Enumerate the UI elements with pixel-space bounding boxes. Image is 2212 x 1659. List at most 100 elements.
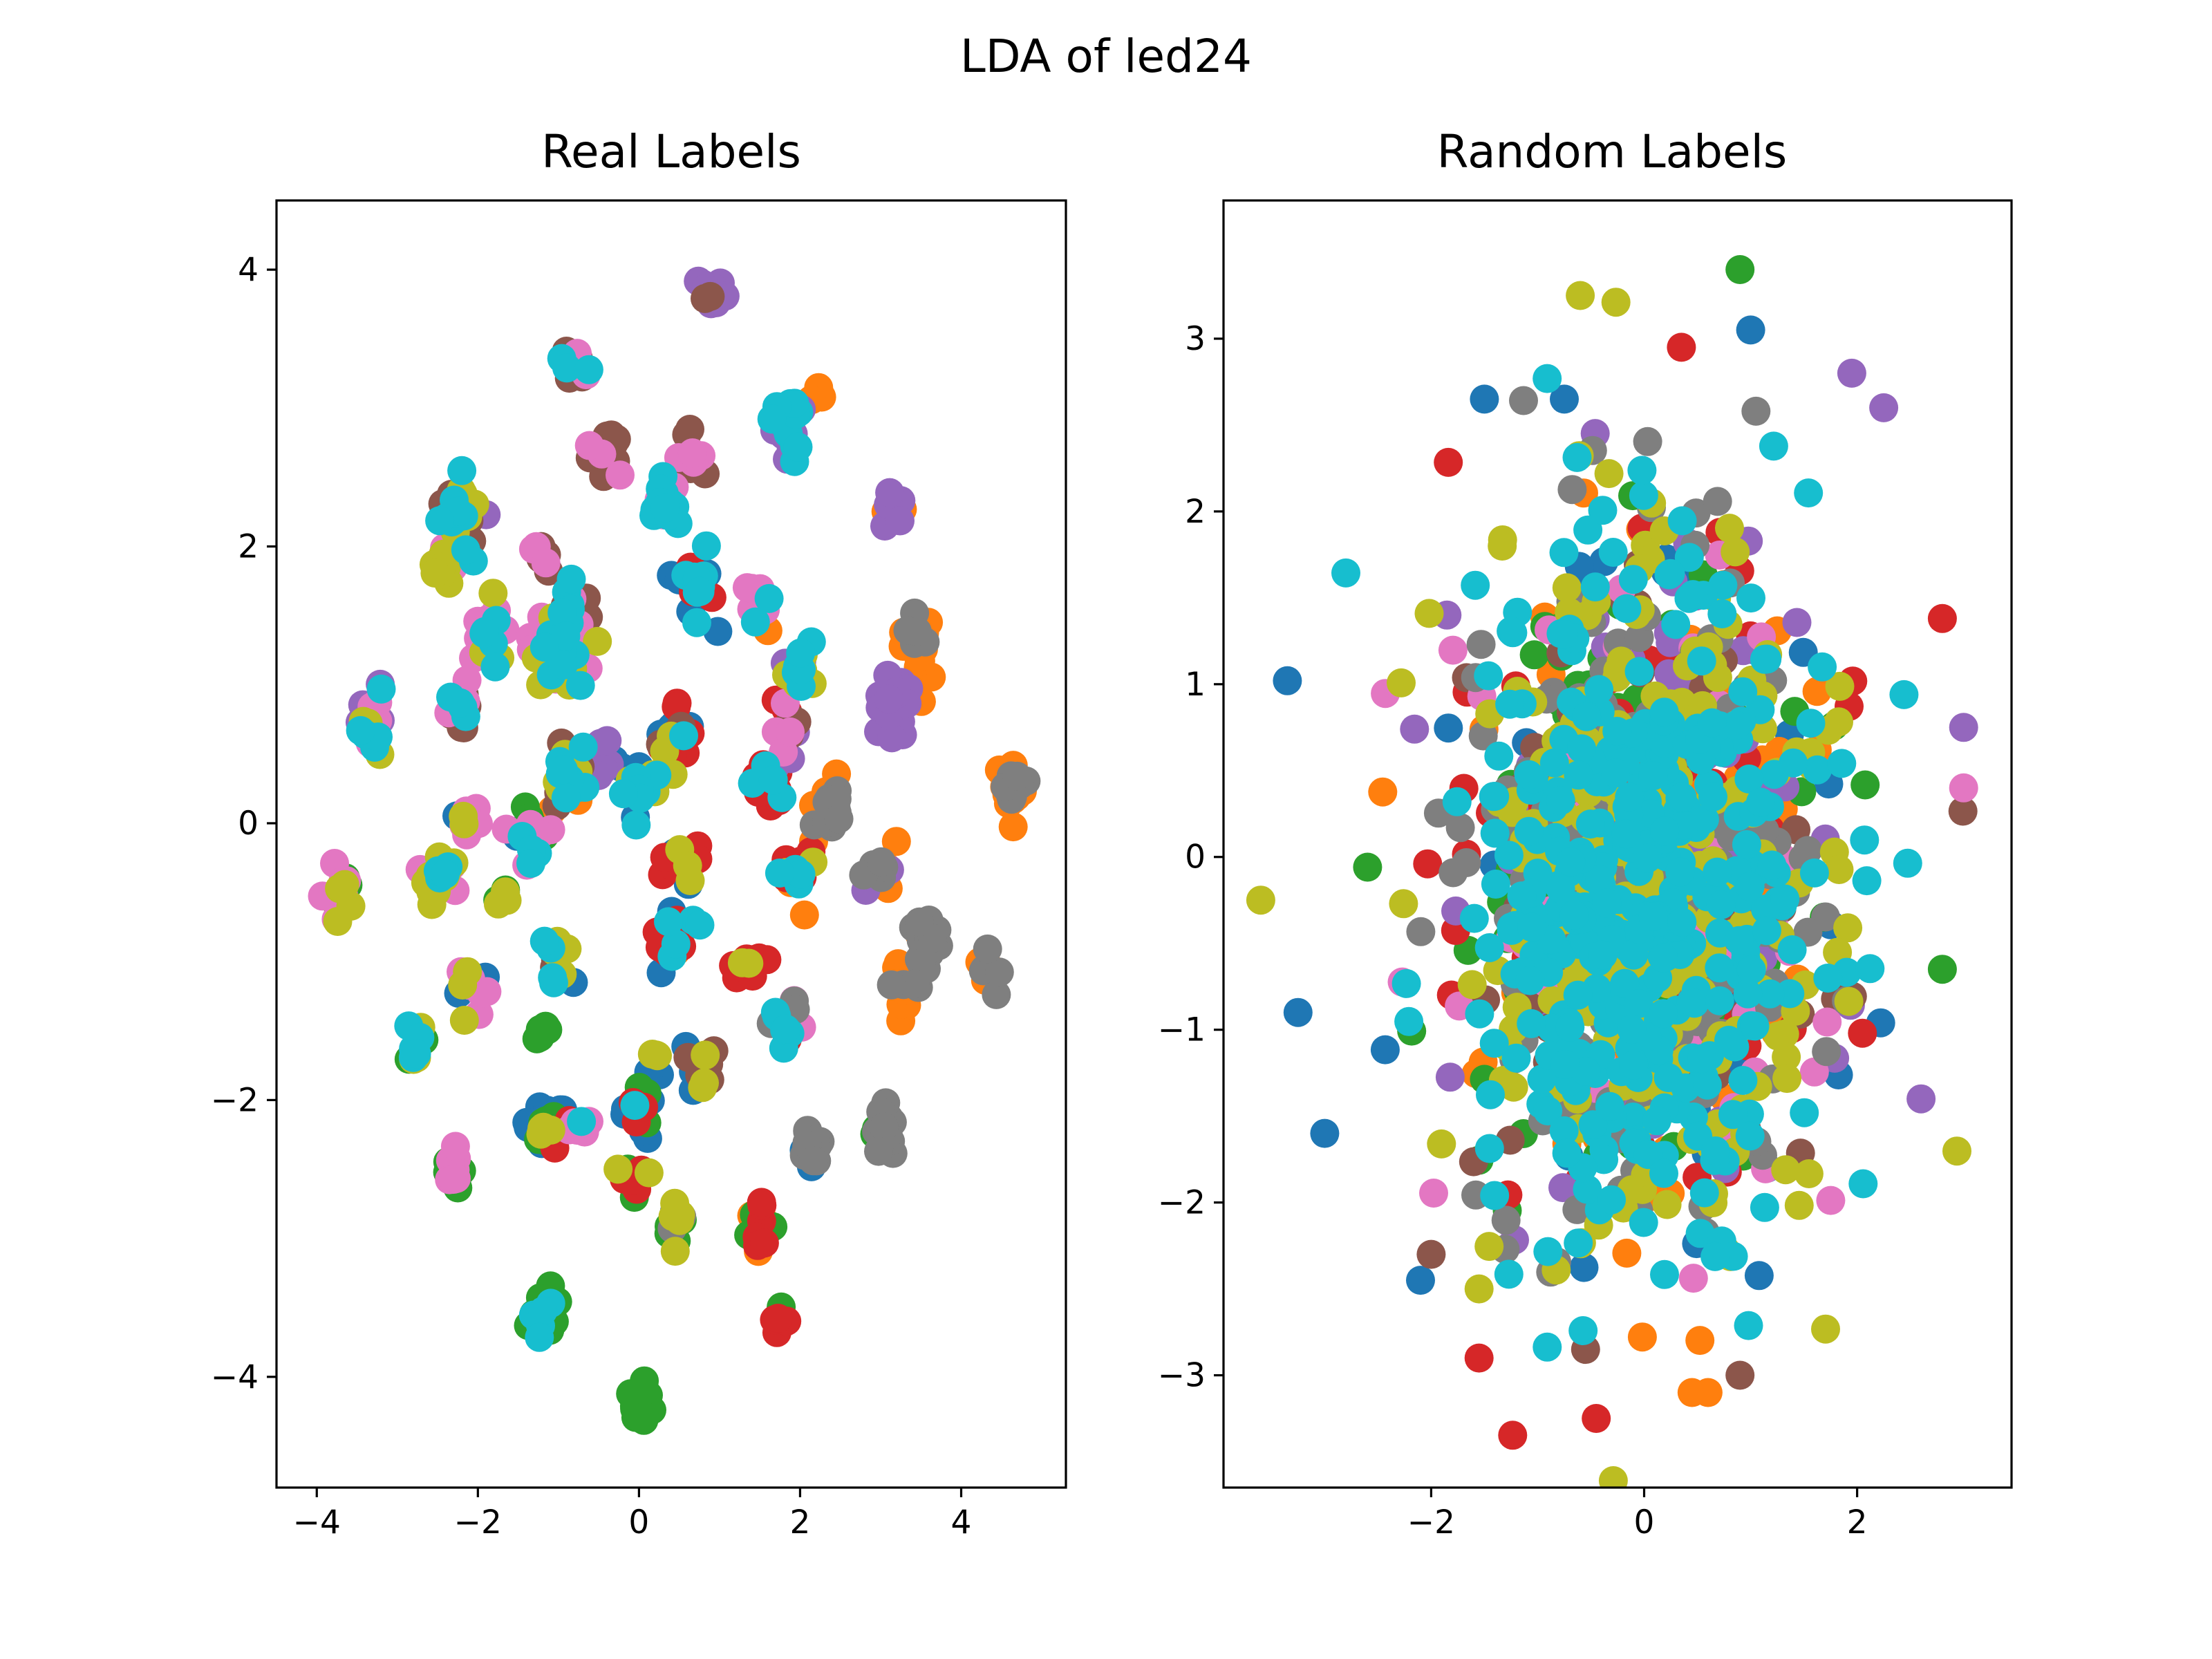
y-tick-label: 1 bbox=[1185, 666, 1206, 704]
scatter-point-class-8 bbox=[603, 1154, 633, 1184]
x-tick-label: 4 bbox=[951, 1503, 972, 1541]
scatter-point-class-9 bbox=[1484, 741, 1514, 771]
scatter-point-class-9 bbox=[1680, 988, 1709, 1018]
scatter-point-class-9 bbox=[1533, 1332, 1562, 1362]
scatter-point-class-9 bbox=[1474, 1134, 1504, 1163]
scatter-point-class-9 bbox=[1698, 782, 1727, 812]
scatter-point-class-4 bbox=[1400, 714, 1430, 744]
scatter-point-class-9 bbox=[1564, 760, 1593, 790]
scatter-point-class-8 bbox=[637, 1040, 667, 1069]
scatter-point-class-3 bbox=[1667, 332, 1696, 362]
scatter-point-class-7 bbox=[877, 970, 906, 1000]
scatter-point-class-9 bbox=[621, 810, 651, 840]
scatter-point-class-9 bbox=[682, 608, 711, 637]
scatter-point-class-8 bbox=[673, 851, 702, 881]
scatter-point-class-9 bbox=[1549, 619, 1578, 649]
scatter-point-class-9 bbox=[480, 652, 510, 682]
scatter-point-class-7 bbox=[1633, 427, 1662, 456]
scatter-point-class-9 bbox=[1495, 689, 1525, 719]
scatter-point-class-9 bbox=[685, 910, 715, 940]
scatter-point-class-8 bbox=[1464, 1274, 1494, 1304]
scatter-point-class-8 bbox=[1598, 1466, 1628, 1488]
scatter-point-class-9 bbox=[1629, 1208, 1658, 1237]
scatter-point-class-2 bbox=[1725, 255, 1755, 284]
scatter-point-class-9 bbox=[1796, 709, 1826, 738]
scatter-point-class-4 bbox=[1906, 1084, 1936, 1114]
scatter-point-class-9 bbox=[1674, 543, 1704, 572]
scatter-point-class-7 bbox=[869, 1112, 899, 1142]
scatter-point-class-8 bbox=[1772, 1042, 1801, 1072]
scatter-point-class-4 bbox=[1435, 1062, 1465, 1092]
scatter-point-class-9 bbox=[1700, 1241, 1730, 1271]
scatter-point-class-9 bbox=[1618, 565, 1648, 594]
scatter-point-class-8 bbox=[1784, 1190, 1814, 1220]
scatter-point-class-9 bbox=[1474, 933, 1504, 962]
scatter-point-class-9 bbox=[1617, 1015, 1647, 1044]
subplot-title-real-labels: Real Labels bbox=[541, 125, 801, 178]
axes-frame-real-labels bbox=[275, 199, 1067, 1489]
scatter-point-class-8 bbox=[449, 809, 479, 838]
scatter-point-class-7 bbox=[824, 804, 854, 834]
axes-frame-random-labels bbox=[1222, 199, 2013, 1489]
scatter-point-class-9 bbox=[451, 535, 480, 565]
scatter-point-class-9 bbox=[1514, 816, 1544, 846]
scatter-point-class-9 bbox=[654, 907, 683, 937]
scatter-point-class-9 bbox=[1757, 850, 1787, 880]
scatter-point-class-9 bbox=[1638, 761, 1668, 791]
scatter-point-class-1 bbox=[1612, 1238, 1642, 1268]
scatter-point-class-7 bbox=[864, 1136, 893, 1166]
scatter-point-class-9 bbox=[1476, 1080, 1505, 1109]
scatter-point-class-9 bbox=[786, 638, 816, 668]
scatter-point-class-9 bbox=[1552, 1138, 1582, 1168]
scatter-point-class-1 bbox=[1802, 677, 1832, 706]
scatter-point-class-9 bbox=[447, 456, 477, 485]
scatter-point-class-0 bbox=[1273, 666, 1302, 695]
scatter-point-class-7 bbox=[1557, 475, 1587, 505]
scatter-point-class-9 bbox=[757, 404, 787, 434]
scatter-point-class-8 bbox=[449, 1006, 479, 1035]
scatter-point-class-7 bbox=[1703, 487, 1732, 516]
scatter-point-class-5 bbox=[1416, 1239, 1446, 1269]
scatter-point-class-9 bbox=[1649, 697, 1679, 727]
scatter-point-class-1 bbox=[1627, 1322, 1657, 1352]
scatter-point-class-9 bbox=[1686, 745, 1716, 775]
scatter-point-class-9 bbox=[1687, 646, 1716, 676]
scatter-point-class-7 bbox=[798, 1146, 828, 1176]
scatter-point-class-6 bbox=[1949, 773, 1978, 803]
scatter-point-class-9 bbox=[1649, 943, 1678, 973]
scatter-point-class-0 bbox=[1470, 384, 1499, 414]
scatter-point-class-9 bbox=[529, 632, 559, 662]
scatter-point-class-9 bbox=[1479, 1029, 1509, 1058]
scatter-point-class-9 bbox=[1556, 847, 1586, 877]
scatter-point-class-9 bbox=[1588, 940, 1618, 970]
scatter-point-class-6 bbox=[1678, 1264, 1708, 1293]
scatter-point-class-9 bbox=[1546, 874, 1575, 903]
scatter-point-class-9 bbox=[1728, 677, 1758, 706]
scatter-point-class-8 bbox=[1834, 986, 1864, 1016]
scatter-point-class-3 bbox=[1464, 1343, 1494, 1373]
scatter-point-class-0 bbox=[1569, 1253, 1599, 1282]
scatter-point-class-6 bbox=[440, 1132, 470, 1161]
scatter-point-class-1 bbox=[1368, 777, 1398, 807]
scatter-point-class-9 bbox=[661, 929, 691, 959]
scatter-point-class-9 bbox=[1889, 679, 1919, 709]
scatter-point-class-6 bbox=[1438, 635, 1468, 665]
scatter-point-class-5 bbox=[1725, 1360, 1755, 1390]
scatter-point-class-9 bbox=[650, 493, 680, 523]
scatter-point-class-9 bbox=[1706, 890, 1736, 919]
scatter-point-class-9 bbox=[1779, 748, 1808, 778]
scatter-point-class-8 bbox=[634, 1158, 664, 1188]
scatter-point-class-8 bbox=[1772, 1064, 1802, 1094]
scatter-point-class-9 bbox=[1735, 872, 1765, 901]
scatter-point-class-7 bbox=[1468, 721, 1498, 751]
scatter-point-class-9 bbox=[1527, 1065, 1557, 1094]
scatter-point-class-8 bbox=[690, 1068, 719, 1098]
scatter-point-class-9 bbox=[1649, 999, 1678, 1029]
y-tick-label: 0 bbox=[238, 805, 259, 843]
scatter-point-class-9 bbox=[548, 650, 577, 679]
scatter-point-class-9 bbox=[771, 1014, 800, 1044]
scatter-point-class-8 bbox=[583, 626, 612, 656]
scatter-point-class-4 bbox=[1837, 358, 1866, 388]
scatter-point-class-9 bbox=[1734, 1311, 1763, 1340]
scatter-point-class-9 bbox=[1697, 708, 1727, 738]
